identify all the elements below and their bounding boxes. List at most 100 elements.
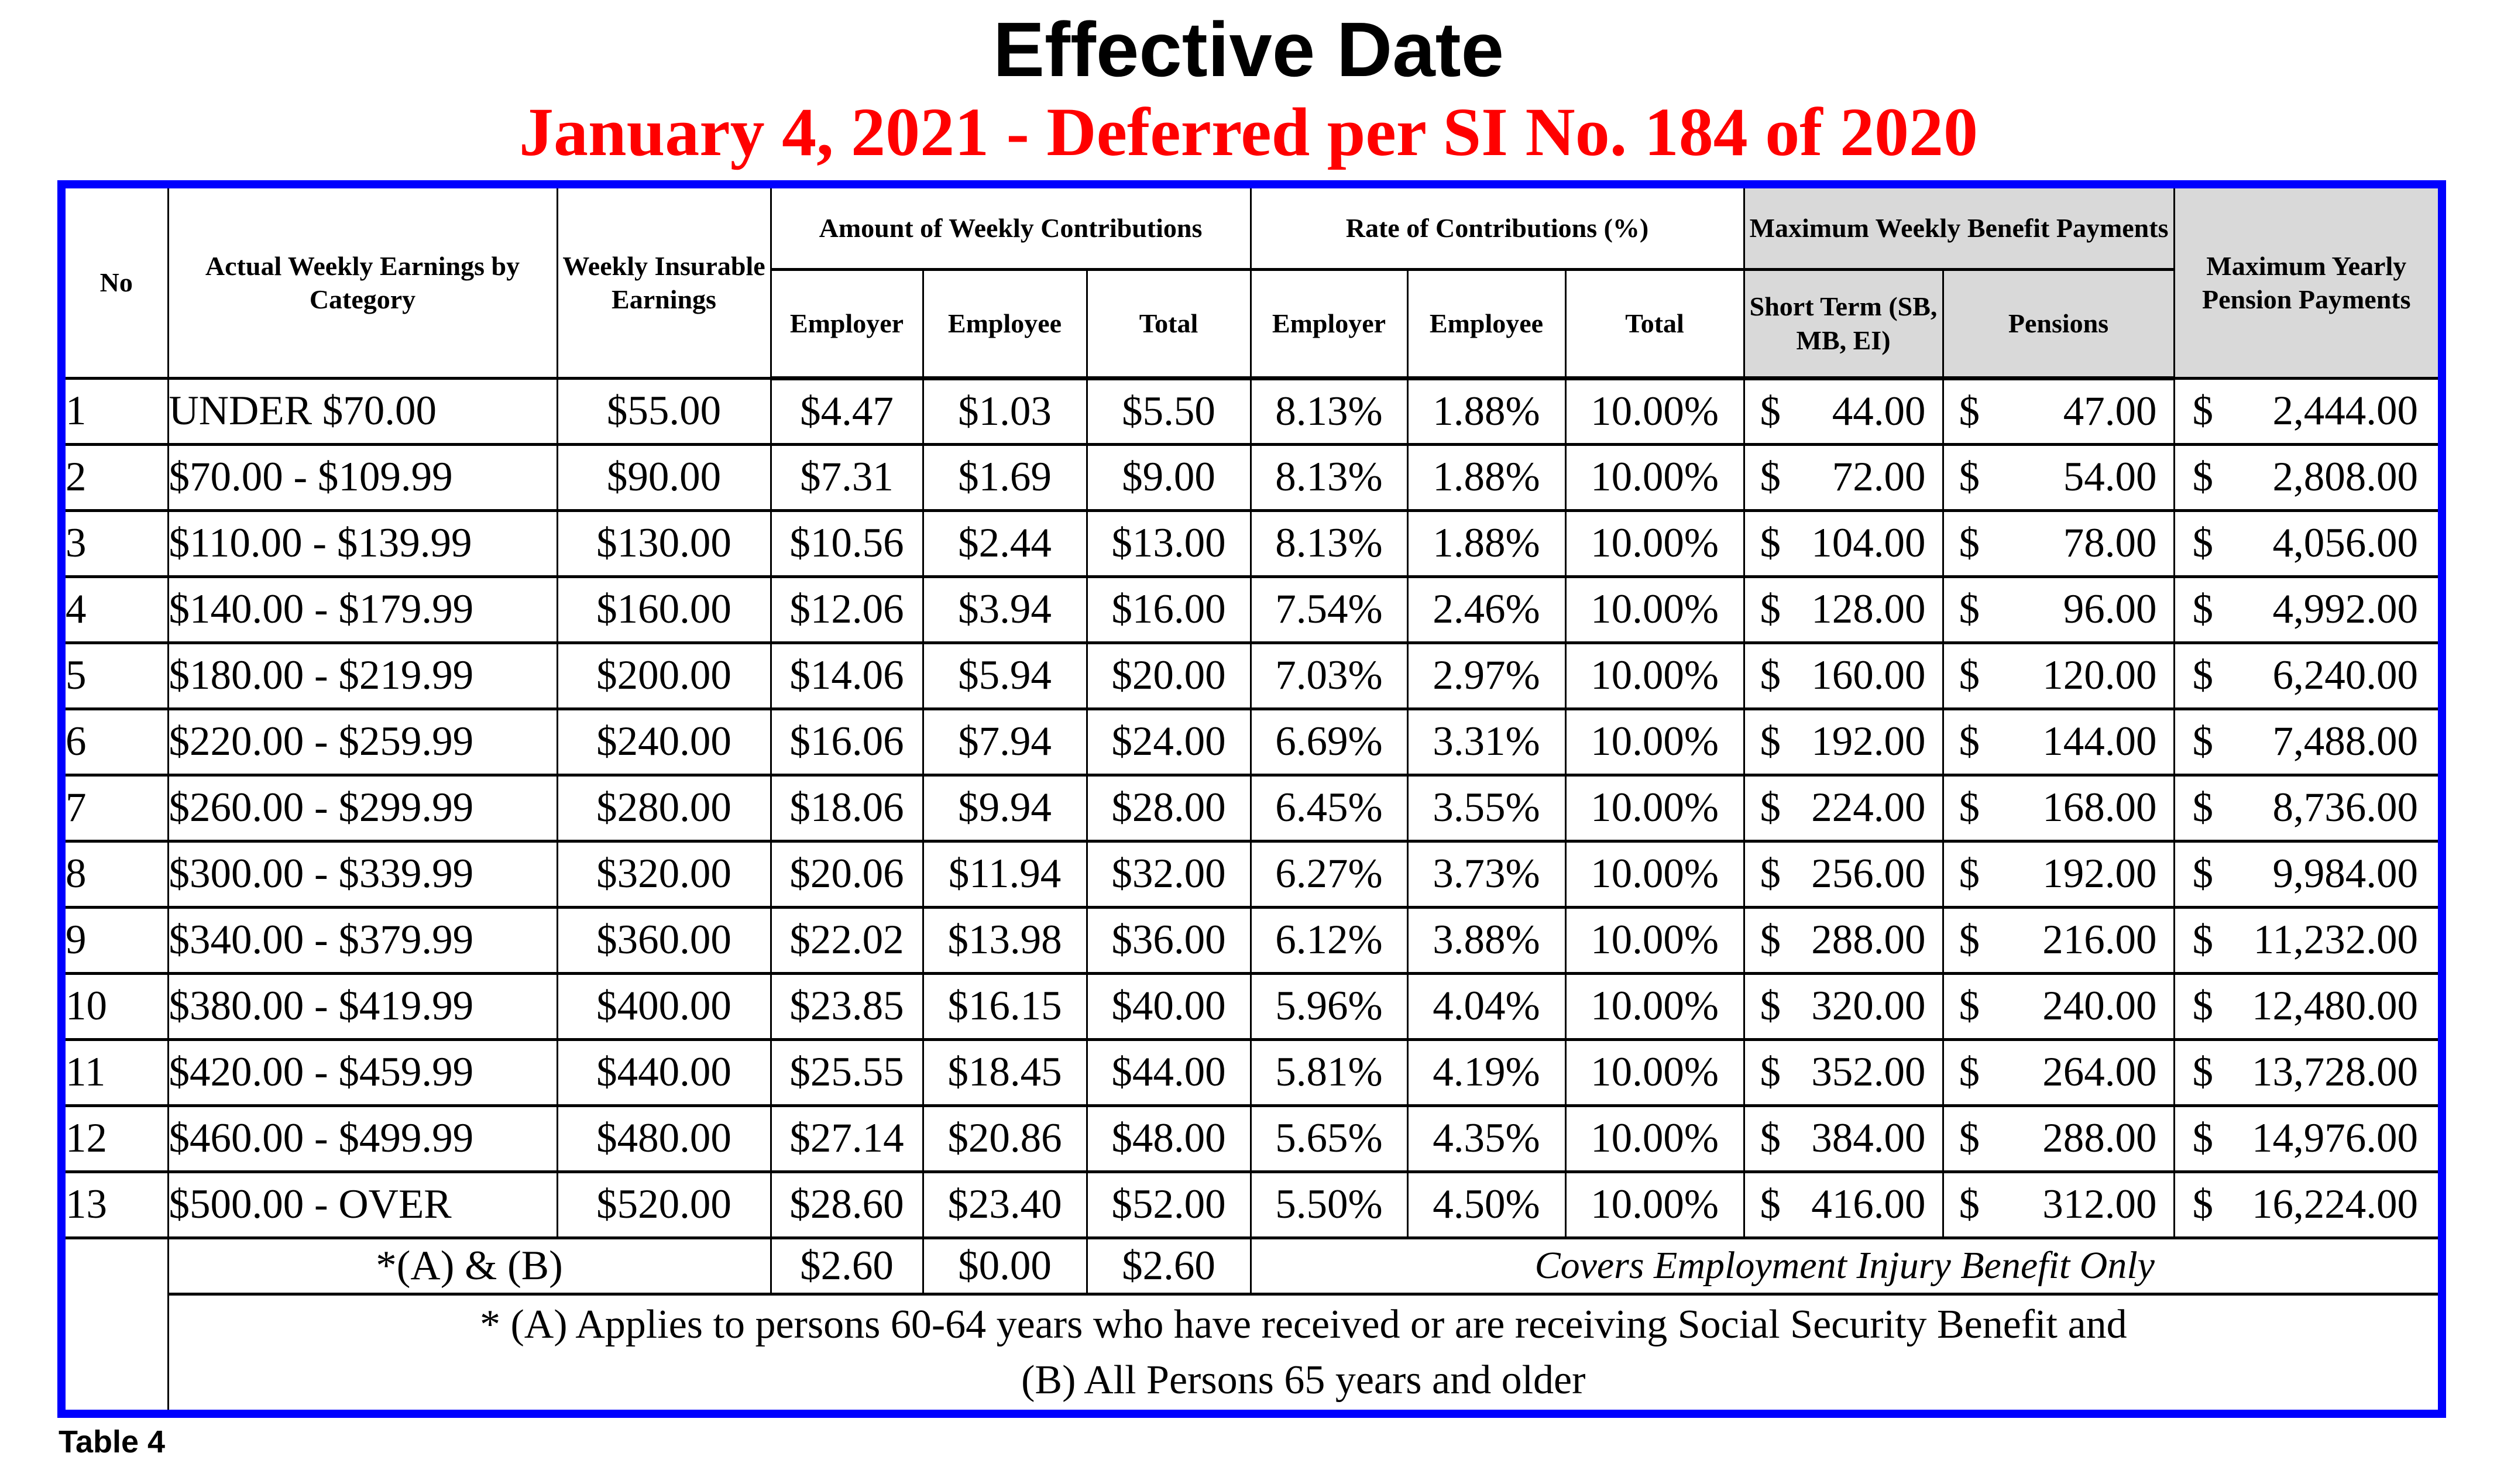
cell-rate-employee: 3.55% [1406, 773, 1567, 843]
cell-amount-employee: $20.86 [922, 1104, 1088, 1173]
cell-max-weekly-short-term-value: $320.00 [1746, 983, 1941, 1029]
currency-symbol: $ [2192, 983, 2214, 1029]
table-row: 1 UNDER $70.00 $55.00 $4.47 $1.03 $5.50 8.13% 1… [64, 376, 2439, 446]
page-subtitle: January 4, 2021 - Deferred per SI No. 18… [518, 93, 1979, 170]
col-header-amount-employer: Employer [770, 267, 924, 380]
cell-earnings-category: $260.00 - $299.99 [167, 773, 558, 843]
footer-ab-employee-amount: $0.00 [922, 1236, 1088, 1296]
cell-amount-employee: $11.94 [922, 839, 1088, 909]
currency-symbol: $ [1959, 917, 1980, 963]
cell-max-weekly-short-term: $44.00 [1743, 376, 1944, 446]
cell-amount-employee: $18.45 [922, 1038, 1088, 1107]
cell-row-number: 13 [64, 1170, 169, 1239]
cell-max-weekly-pensions: $312.00 [1942, 1170, 2175, 1239]
amount: 264.00 [2042, 1049, 2157, 1095]
currency-symbol: $ [1959, 983, 1980, 1029]
cell-max-weekly-short-term: $160.00 [1743, 641, 1944, 710]
cell-rate-employee: 4.19% [1406, 1038, 1567, 1107]
amount: 416.00 [1811, 1181, 1926, 1228]
amount: 47.00 [2063, 388, 2157, 434]
cell-row-number: 5 [64, 641, 169, 710]
cell-max-weekly-short-term-value: $256.00 [1746, 851, 1941, 897]
cell-max-weekly-short-term: $288.00 [1743, 905, 1944, 975]
cell-row-number: 9 [64, 905, 169, 975]
cell-weekly-insurable-earnings: $480.00 [556, 1104, 772, 1173]
cell-max-yearly-pension-value: $2,808.00 [2176, 456, 2436, 498]
cell-rate-employee: 3.73% [1406, 839, 1567, 909]
table-row: 6 $220.00 - $259.99 $240.00 $16.06 $7.94 $24.… [64, 707, 2439, 777]
cell-rate-total: 10.00% [1564, 1170, 1745, 1239]
cell-max-weekly-short-term: $352.00 [1743, 1038, 1944, 1107]
cell-max-yearly-pension: $13,728.00 [2173, 1038, 2439, 1107]
amount: 12,480.00 [2252, 983, 2419, 1029]
cell-amount-employee: $16.15 [922, 971, 1088, 1041]
amount: 168.00 [2042, 785, 2157, 831]
cell-amount-employee: $9.94 [922, 773, 1088, 843]
amount: 216.00 [2042, 917, 2157, 963]
cell-max-weekly-short-term-value: $416.00 [1746, 1181, 1941, 1228]
amount: 104.00 [1811, 520, 1926, 566]
cell-amount-total: $24.00 [1086, 707, 1252, 777]
table-row: 3 $110.00 - $139.99 $130.00 $10.56 $2.44 $13.… [64, 509, 2439, 578]
cell-rate-total: 10.00% [1564, 839, 1745, 909]
amount: 7,488.00 [2272, 719, 2419, 765]
amount: 256.00 [1811, 851, 1926, 897]
amount: 128.00 [1811, 586, 1926, 633]
cell-earnings-category: $460.00 - $499.99 [167, 1104, 558, 1173]
amount: 288.00 [1811, 917, 1926, 963]
currency-symbol: $ [1760, 983, 1781, 1029]
cell-max-weekly-short-term: $320.00 [1743, 971, 1944, 1041]
cell-amount-employer: $10.56 [770, 509, 924, 578]
cell-row-number: 8 [64, 839, 169, 909]
cell-rate-employer: 7.54% [1249, 575, 1409, 644]
cell-earnings-category: $180.00 - $219.99 [167, 641, 558, 710]
cell-weekly-insurable-earnings: $320.00 [556, 839, 772, 909]
cell-rate-total: 10.00% [1564, 905, 1745, 975]
table-row: 2 $70.00 - $109.99 $90.00 $7.31 $1.69 $9.00 8.… [64, 442, 2439, 512]
cell-amount-total: $36.00 [1086, 905, 1252, 975]
amount: 192.00 [1811, 719, 1926, 765]
cell-amount-employer: $4.47 [770, 376, 924, 446]
cell-max-yearly-pension: $11,232.00 [2173, 905, 2439, 975]
cell-rate-employer: 5.65% [1249, 1104, 1409, 1173]
currency-symbol: $ [2192, 520, 2214, 566]
amount: 96.00 [2063, 586, 2157, 633]
table-footer: *(A) & (B) $2.60 $0.00 $2.60 Covers Empl… [64, 1236, 2439, 1411]
cell-earnings-category: $420.00 - $459.99 [167, 1038, 558, 1107]
cell-amount-total: $20.00 [1086, 641, 1252, 710]
cell-row-number: 3 [64, 509, 169, 578]
cell-max-weekly-pensions: $47.00 [1942, 376, 2175, 446]
cell-max-yearly-pension: $7,488.00 [2173, 707, 2439, 777]
cell-rate-total: 10.00% [1564, 442, 1745, 512]
table-row: 5 $180.00 - $219.99 $200.00 $14.06 $5.94 $20.… [64, 641, 2439, 710]
amount: 288.00 [2042, 1115, 2157, 1162]
amount: 72.00 [1832, 454, 1926, 500]
currency-symbol: $ [1959, 1115, 1980, 1162]
cell-max-weekly-pensions-value: $312.00 [1945, 1184, 2172, 1225]
currency-symbol: $ [1760, 520, 1781, 566]
cell-amount-employee: $1.69 [922, 442, 1088, 512]
cell-max-weekly-pensions-value: $168.00 [1945, 785, 2172, 831]
cell-max-yearly-pension: $4,056.00 [2173, 509, 2439, 578]
cell-max-weekly-pensions-value: $47.00 [1945, 388, 2172, 434]
table-body: 1 UNDER $70.00 $55.00 $4.47 $1.03 $5.50 8.13% 1… [64, 376, 2439, 1239]
currency-symbol: $ [1760, 719, 1781, 765]
table-row: 8 $300.00 - $339.99 $320.00 $20.06 $11.94 $32… [64, 839, 2439, 909]
table-caption: Table 4 [59, 1424, 166, 1460]
amount: 78.00 [2063, 520, 2157, 566]
cell-amount-employer: $20.06 [770, 839, 924, 909]
cell-amount-employer: $27.14 [770, 1104, 924, 1173]
footer-ab-row: *(A) & (B) $2.60 $0.00 $2.60 Covers Empl… [64, 1236, 2439, 1411]
col-header-rate-total: Total [1564, 267, 1745, 380]
amount: 2,444.00 [2272, 388, 2419, 434]
group-header-maximum-weekly-benefit: Maximum Weekly Benefit Payments [1743, 187, 2175, 271]
cell-rate-employer: 6.27% [1249, 839, 1409, 909]
footer-note-line-1: * (A) Applies to persons 60-64 years who… [479, 1302, 2127, 1348]
cell-earnings-category: UNDER $70.00 [167, 376, 558, 446]
cell-rate-total: 10.00% [1564, 575, 1745, 644]
cell-amount-employee: $7.94 [922, 707, 1088, 777]
amount: 14,976.00 [2252, 1115, 2419, 1162]
amount: 16,224.00 [2252, 1181, 2419, 1228]
cell-rate-employee: 3.88% [1406, 905, 1567, 975]
amount: 160.00 [1811, 652, 1926, 699]
